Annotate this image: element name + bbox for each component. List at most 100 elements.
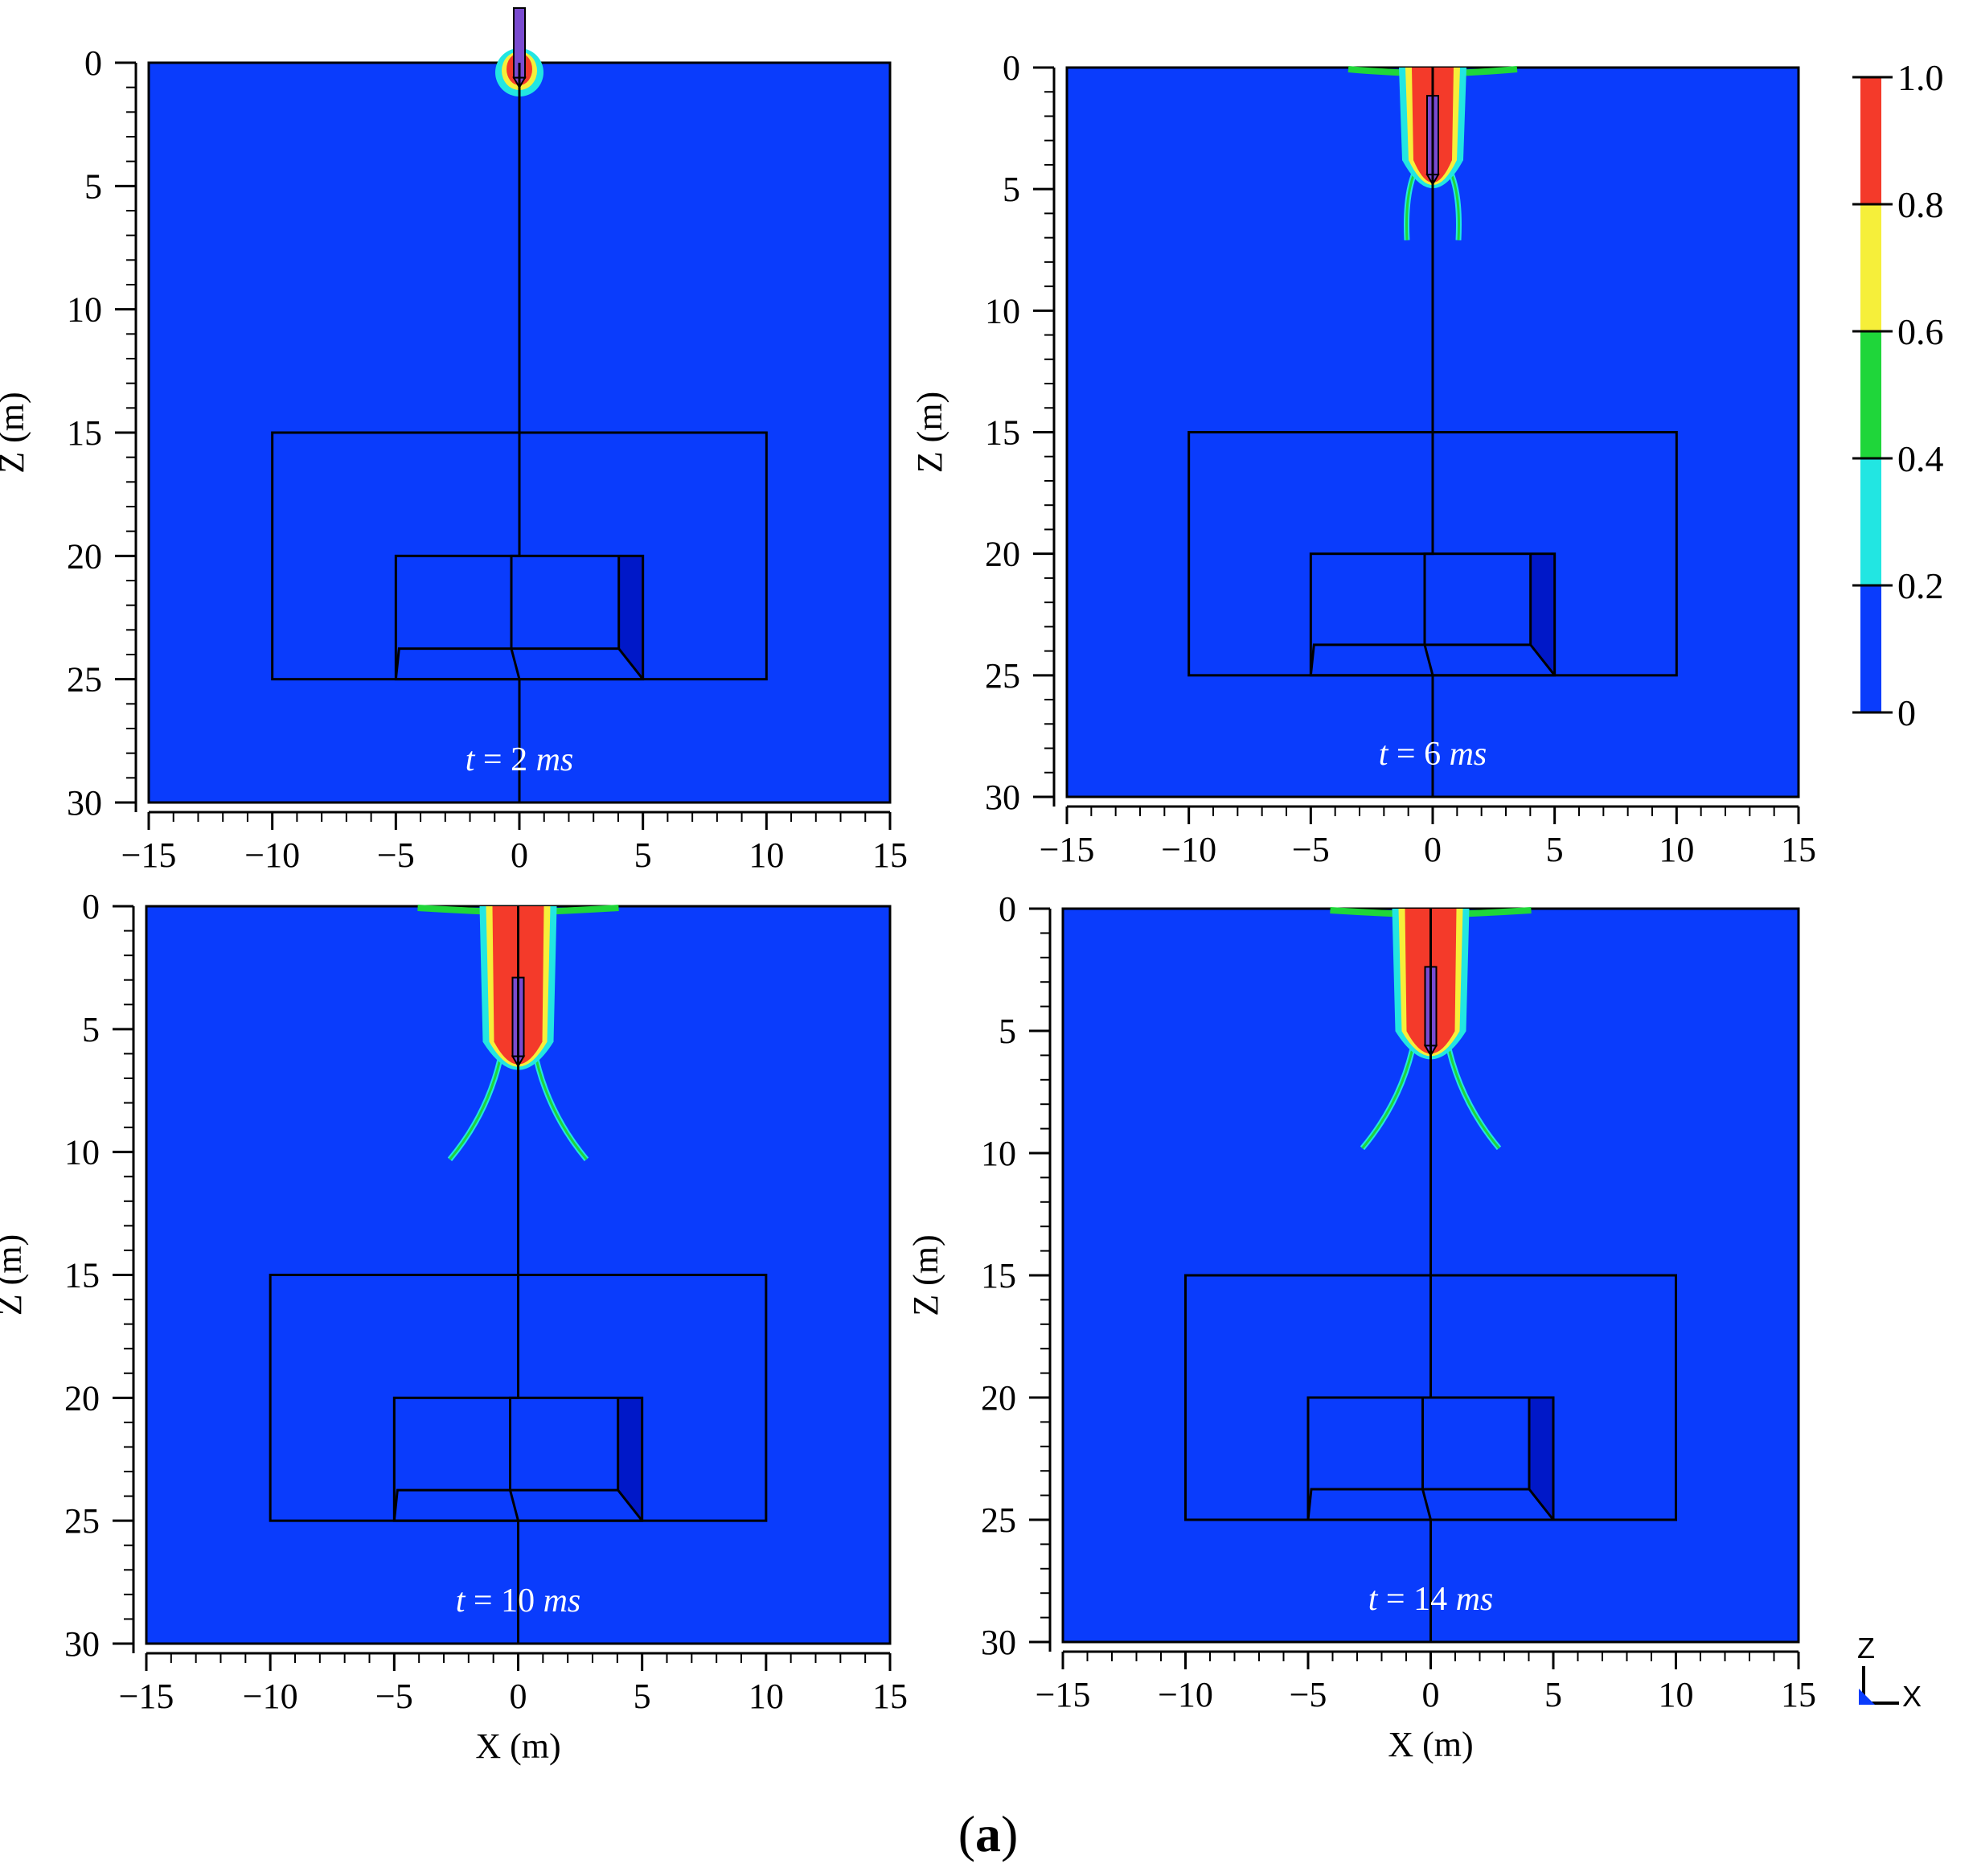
x-tick-label: −10 (1158, 1675, 1213, 1714)
x-tick-label: 0 (510, 1677, 527, 1716)
axis-triad: Z X (1857, 1632, 1922, 1713)
x-tick-label: −15 (1036, 1675, 1091, 1714)
deep-crack-core (1446, 1039, 1500, 1149)
inner-box-side-face (618, 556, 643, 679)
z-tick-label: 15 (985, 413, 1020, 453)
colorbar-label: 0.4 (1897, 438, 1944, 479)
colorbar-label: 1.0 (1897, 57, 1944, 98)
colorbar-label: 0.6 (1897, 311, 1944, 352)
time-unit: ms (1450, 736, 1487, 773)
colorbar-segment (1860, 458, 1881, 585)
z-axis-title: Z (m) (0, 1234, 29, 1316)
time-value: 6 (1424, 736, 1450, 773)
time-eq: = (474, 741, 511, 778)
z-tick-label: 5 (82, 1010, 100, 1049)
z-tick-label: 5 (999, 1012, 1016, 1051)
time-eq: = (465, 1582, 501, 1619)
colorbar: 1.0 0.8 0.6 0.4 0.2 0 (1852, 57, 1944, 733)
triad-origin-marker (1859, 1689, 1875, 1705)
x-tick-label: 5 (634, 835, 652, 875)
time-var: t (1368, 1581, 1379, 1618)
x-tick-label: −5 (375, 1677, 413, 1716)
z-tick-label: 10 (981, 1134, 1016, 1173)
z-tick-label: 15 (64, 1256, 100, 1295)
colorbar-label: 0 (1897, 692, 1916, 733)
x-tick-label: −5 (1292, 830, 1330, 869)
x-axis-title: X (m) (475, 1726, 560, 1766)
z-tick-label: 30 (981, 1623, 1016, 1662)
z-tick-label: 0 (84, 43, 102, 83)
time-var: t (466, 741, 476, 778)
colorbar-segment (1860, 204, 1881, 331)
inner-box-side-face (617, 1398, 642, 1521)
x-tick-label: 5 (634, 1677, 651, 1716)
z-tick-label: 5 (84, 166, 102, 206)
centre-line (1423, 68, 1434, 797)
time-unit: ms (543, 1582, 581, 1619)
x-tick-label: 5 (1546, 830, 1564, 869)
centre-line (509, 906, 519, 1644)
z-tick-label: 25 (985, 656, 1020, 696)
triad-z-label: Z (1857, 1632, 1875, 1665)
time-unit: ms (536, 741, 574, 778)
simulation-panel: t = 6 ms −15 −10 −5 0 5 10 15 0 5 10 15 20 25 30 Z (m) (910, 48, 1816, 869)
z-axis-title: Z (m) (0, 392, 31, 473)
z-tick-label: 20 (985, 535, 1020, 574)
z-tick-label: 30 (67, 783, 102, 823)
triad-x-label: X (1902, 1680, 1922, 1713)
time-var: t (456, 1582, 466, 1619)
simulation-panel: t = 14 ms −15 −10 −5 0 5 10 15 X (m) 0 5 10 15 20 25 30… (906, 889, 1816, 1764)
time-eq: = (1388, 736, 1424, 773)
z-tick-label: 25 (64, 1501, 100, 1541)
time-unit: ms (1456, 1581, 1494, 1618)
z-tick-label: 5 (1003, 170, 1020, 209)
colorbar-segment (1860, 77, 1881, 204)
figure-caption: (a) (958, 1805, 1019, 1862)
z-tick-label: 30 (64, 1624, 100, 1664)
x-tick-label: 10 (749, 1677, 784, 1716)
x-tick-label: 15 (872, 835, 908, 875)
x-tick-label: 10 (749, 835, 784, 875)
inner-structure-edges (392, 1398, 643, 1522)
time-value: 10 (501, 1582, 543, 1619)
colorbar-segment (1860, 585, 1881, 712)
z-tick-label: 25 (981, 1500, 1016, 1540)
x-tick-label: 0 (1424, 830, 1442, 869)
z-tick-label: 20 (981, 1378, 1016, 1418)
time-label: t = 14 ms (1368, 1581, 1494, 1618)
x-tick-label: −10 (243, 1677, 298, 1716)
inner-structure-edges (1309, 553, 1556, 676)
z-tick-label: 0 (999, 889, 1016, 929)
x-tick-label: −10 (244, 835, 300, 875)
time-label: t = 6 ms (1379, 736, 1487, 773)
z-axis-title: Z (m) (910, 392, 950, 473)
x-tick-label: 0 (511, 835, 528, 875)
z-tick-label: 25 (67, 660, 102, 700)
time-var: t (1379, 736, 1389, 773)
z-tick-label: 10 (985, 291, 1020, 330)
z-tick-label: 20 (64, 1378, 100, 1418)
z-tick-label: 0 (1003, 48, 1020, 88)
x-axis-title: X (m) (1388, 1725, 1473, 1764)
simulation-panel: t = 10 ms −15 −10 −5 0 5 10 15 X (m) 0 5 10 15 20 25 30… (0, 887, 908, 1766)
colorbar-label: 0.8 (1897, 184, 1944, 225)
z-axis-title: Z (m) (906, 1234, 945, 1316)
simulation-panel: t = 2 ms −15 −10 −5 0 5 10 15 0 5 10 15 20 25 30 Z (m) (0, 7, 908, 875)
x-tick-label: 10 (1659, 830, 1694, 869)
inner-box-side-face (1530, 553, 1555, 675)
z-tick-label: 15 (67, 413, 102, 453)
time-value: 14 (1413, 1581, 1456, 1618)
colorbar-segment (1860, 331, 1881, 458)
deep-crack-core (533, 1049, 588, 1160)
centre-line (510, 63, 521, 803)
z-tick-label: 10 (67, 290, 102, 330)
damage-plume (417, 905, 619, 1162)
inner-structure-edges (1306, 1398, 1555, 1521)
x-tick-label: 15 (1781, 1675, 1816, 1714)
z-tick-label: 15 (981, 1256, 1016, 1295)
x-tick-label: −10 (1161, 830, 1216, 869)
colorbar-label: 0.2 (1897, 565, 1944, 606)
deep-crack-core (449, 1049, 503, 1160)
